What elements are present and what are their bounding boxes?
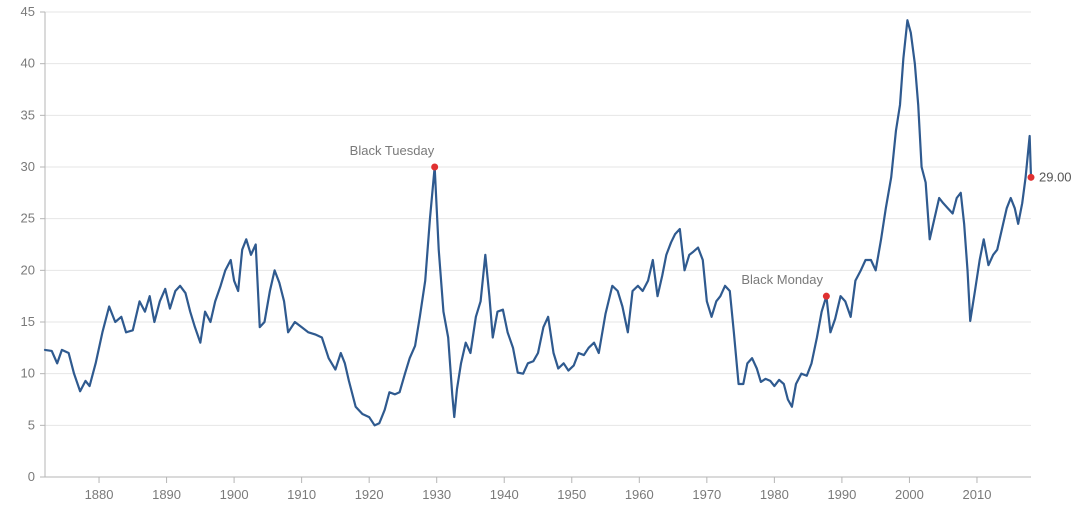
- x-tick-label: 1980: [760, 487, 789, 502]
- x-tick-label: 1990: [827, 487, 856, 502]
- x-tick-label: 1970: [692, 487, 721, 502]
- y-tick-label: 45: [21, 4, 35, 19]
- annotation-marker: [823, 293, 830, 300]
- y-tick-label: 35: [21, 107, 35, 122]
- x-tick-label: 1920: [355, 487, 384, 502]
- annotation-marker: [431, 164, 438, 171]
- x-tick-label: 1940: [490, 487, 519, 502]
- x-tick-label: 1930: [422, 487, 451, 502]
- x-tick-label: 1900: [220, 487, 249, 502]
- line-chart: 0 5 10 15 20 25 30 35 40 45 1880 1890 1900 1910 1920 19…: [0, 0, 1086, 517]
- end-value-label: 29.00: [1039, 169, 1072, 184]
- y-tick-label: 40: [21, 56, 35, 71]
- annotation-label: Black Monday: [741, 272, 823, 287]
- y-tick-label: 15: [21, 314, 35, 329]
- x-tick-label: 1880: [85, 487, 114, 502]
- x-tick-label: 1950: [557, 487, 586, 502]
- chart-svg: 0 5 10 15 20 25 30 35 40 45 1880 1890 1900 1910 1920 19…: [0, 0, 1086, 517]
- y-tick-label: 25: [21, 211, 35, 226]
- end-marker: [1028, 174, 1035, 181]
- x-tick-label: 1960: [625, 487, 654, 502]
- y-tick-label: 30: [21, 159, 35, 174]
- y-tick-label: 5: [28, 417, 35, 432]
- chart-bg: [0, 0, 1086, 517]
- y-tick-label: 0: [28, 469, 35, 484]
- x-tick-label: 1890: [152, 487, 181, 502]
- x-tick-label: 2000: [895, 487, 924, 502]
- y-tick-label: 20: [21, 262, 35, 277]
- x-tick-label: 2010: [963, 487, 992, 502]
- y-tick-label: 10: [21, 366, 35, 381]
- annotation-label: Black Tuesday: [350, 143, 435, 158]
- x-tick-label: 1910: [287, 487, 316, 502]
